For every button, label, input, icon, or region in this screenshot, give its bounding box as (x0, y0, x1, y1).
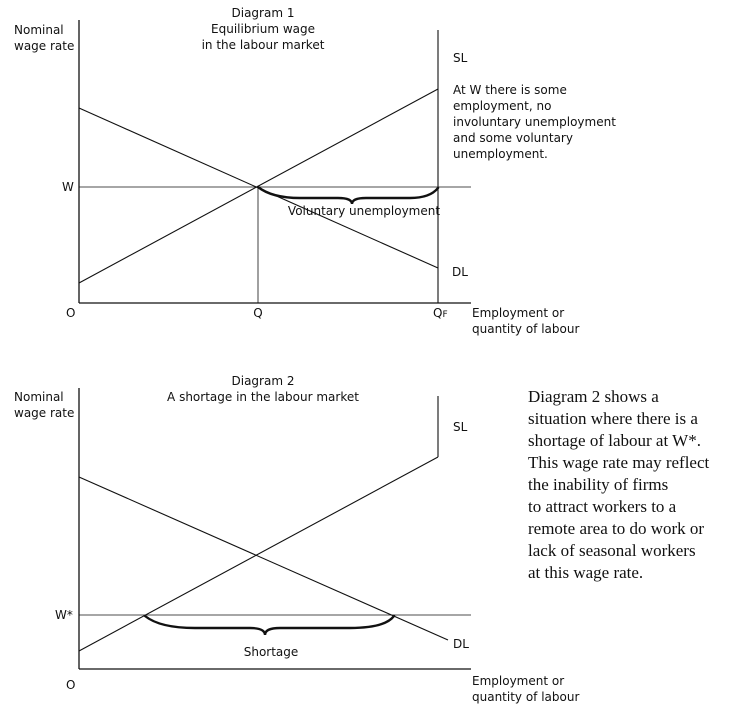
diagram-1-note-line-2: employment, no (453, 99, 551, 113)
diagram-1-note-line-4: and some voluntary (453, 131, 573, 145)
diagram-1-title-line-1: Diagram 1 (232, 6, 295, 20)
diagram-2-brace-label: Shortage (244, 645, 299, 659)
diagram-2-note-line-6: to attract workers to a (528, 497, 677, 516)
diagram-1-x-axis-label-line-1: Employment or (472, 306, 564, 320)
diagram-2-y-axis-label-line-2: wage rate (14, 406, 74, 420)
diagram-1-title-line-2: Equilibrium wage (211, 22, 315, 36)
diagram-2-y-axis-label-line-1: Nominal (14, 390, 64, 404)
diagram-2-wage-label: W* (55, 608, 73, 622)
diagram-2-note-line-9: at this wage rate. (528, 563, 643, 582)
diagram-2-note-line-4: This wage rate may reflect (528, 453, 710, 472)
diagram-1-title-line-3: in the labour market (202, 38, 325, 52)
diagram-1-y-axis-label-line-1: Nominal (14, 23, 64, 37)
diagram-2-demand-label: DL (453, 637, 469, 651)
diagram-2-shortage-brace (143, 614, 396, 636)
diagram-2-supply-label: SL (453, 420, 468, 434)
diagram-2-x-axis-label-line-1: Employment or (472, 674, 564, 688)
diagram-1-origin-label: O (66, 306, 75, 320)
diagram-1-wage-label: W (62, 180, 74, 194)
diagram-1-supply-label: SL (453, 51, 468, 65)
diagram-2-title-line-2: A shortage in the labour market (167, 390, 359, 404)
diagram-1-note-line-1: At W there is some (453, 83, 567, 97)
diagram-2-note-line-8: lack of seasonal workers (528, 541, 696, 560)
diagram-2: Diagram 2 A shortage in the labour marke… (14, 374, 710, 704)
diagram-1-note-line-5: unemployment. (453, 147, 548, 161)
diagram-1-q-label: Q (253, 306, 262, 320)
diagram-1-qf-main: Q (433, 306, 442, 320)
diagram-2-x-axis-label-line-2: quantity of labour (472, 690, 579, 704)
diagram-1-note-line-3: involuntary unemployment (453, 115, 616, 129)
diagram-1-demand-label: DL (452, 265, 468, 279)
diagram-1-brace-label: Voluntary unemployment (288, 204, 440, 218)
diagram-1-voluntary-unemployment-brace (256, 185, 440, 205)
diagram-1: Diagram 1 Equilibrium wage in the labour… (14, 6, 616, 336)
diagram-1-y-axis-label-line-2: wage rate (14, 39, 74, 53)
diagram-1-qf-subscript: F (442, 310, 447, 320)
diagram-2-title-line-1: Diagram 2 (232, 374, 295, 388)
diagram-2-note-line-5: the inability of firms (528, 475, 668, 494)
diagram-2-note-line-3: shortage of labour at W*. (528, 431, 701, 450)
diagram-2-demand-curve (78, 476, 449, 641)
diagram-2-note-line-7: remote area to do work or (528, 519, 704, 538)
diagram-1-x-axis-label-line-2: quantity of labour (472, 322, 579, 336)
diagram-2-supply-curve (78, 456, 439, 652)
diagram-2-note-line-1: Diagram 2 shows a (528, 387, 659, 406)
diagram-2-note-line-2: situation where there is a (528, 409, 698, 428)
diagram-1-qf-label: QF (433, 306, 448, 320)
diagram-2-origin-label: O (66, 678, 75, 692)
